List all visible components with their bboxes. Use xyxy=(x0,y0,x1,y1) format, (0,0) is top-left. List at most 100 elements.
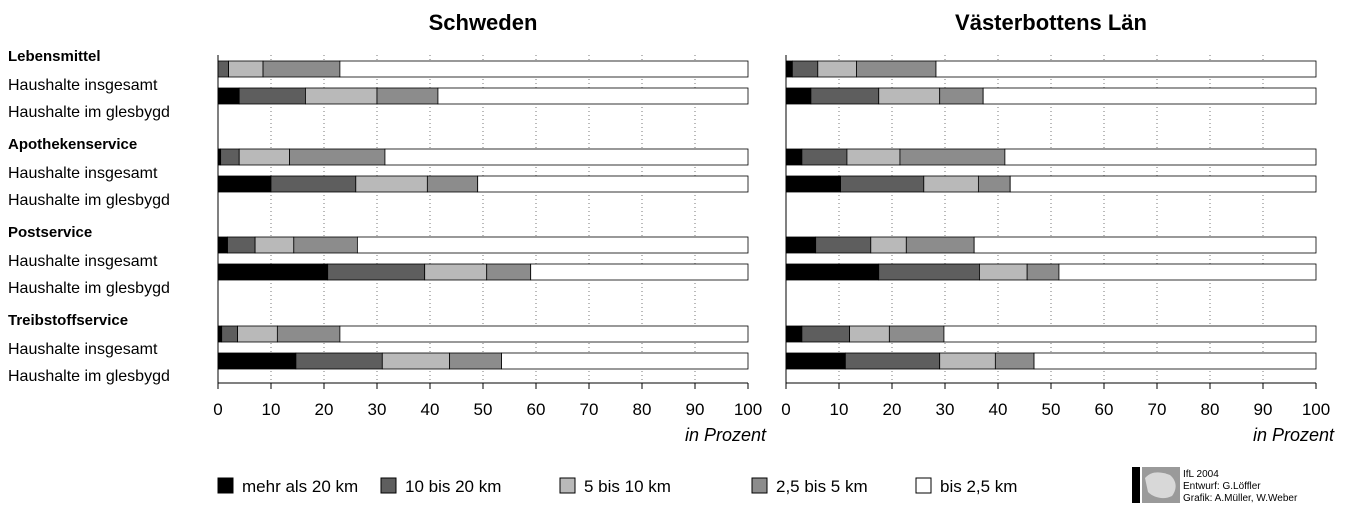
bar-segment xyxy=(785,175,841,193)
bar-segment xyxy=(449,352,502,370)
bar-segment xyxy=(221,325,239,343)
bar-segment xyxy=(878,263,980,281)
legend-label: 10 bis 20 km xyxy=(405,477,501,496)
legend-label: 5 bis 10 km xyxy=(584,477,671,496)
bar-segment xyxy=(979,263,1028,281)
row-label: Haushalte insgesamt xyxy=(8,341,158,358)
legend-label: mehr als 20 km xyxy=(242,477,358,496)
bar-segment xyxy=(943,325,1317,343)
x-tick-label: 0 xyxy=(781,400,790,419)
bar-segment xyxy=(293,236,358,254)
bar-segment xyxy=(217,263,329,281)
x-tick-label: 30 xyxy=(368,400,387,419)
bar-segment xyxy=(238,148,290,166)
row-label: Haushalte insgesamt xyxy=(8,77,158,94)
logo-bar xyxy=(1132,467,1140,503)
ifl-logo-icon xyxy=(1132,467,1180,503)
bar-segment xyxy=(530,263,749,281)
legend-swatch xyxy=(751,477,768,494)
x-tick-label: 90 xyxy=(1254,400,1273,419)
x-tick-label: 70 xyxy=(1148,400,1167,419)
bar-segment xyxy=(339,325,749,343)
x-axis-label: in Prozent xyxy=(685,425,767,445)
x-tick-label: 60 xyxy=(527,400,546,419)
x-tick-label: 60 xyxy=(1095,400,1114,419)
x-tick-label: 40 xyxy=(989,400,1008,419)
x-tick-label: 40 xyxy=(421,400,440,419)
x-tick-label: 80 xyxy=(633,400,652,419)
bar-segment xyxy=(994,352,1035,370)
bar-segment xyxy=(982,87,1317,105)
bar-segment xyxy=(846,148,901,166)
bar-segment xyxy=(810,87,880,105)
bar-segment xyxy=(785,148,803,166)
bar-segment xyxy=(923,175,979,193)
bar-segment xyxy=(801,148,848,166)
bar-segment xyxy=(899,148,1006,166)
bar-segment xyxy=(939,352,996,370)
bar-segment xyxy=(801,325,851,343)
bar-segment xyxy=(935,60,1317,78)
bar-segment xyxy=(426,175,479,193)
x-tick-label: 100 xyxy=(1302,400,1330,419)
bar-segment xyxy=(785,352,846,370)
bar-segment xyxy=(791,60,819,78)
bar-segment xyxy=(217,60,229,78)
bar-segment xyxy=(844,352,941,370)
bar-segment xyxy=(1033,352,1317,370)
panel-title: Västerbottens Län xyxy=(955,10,1147,35)
bar-segment xyxy=(238,87,306,105)
bar-segment xyxy=(501,352,749,370)
bar-segment xyxy=(339,60,749,78)
bar-segment xyxy=(254,236,295,254)
x-tick-label: 30 xyxy=(936,400,955,419)
bar-segment xyxy=(217,352,297,370)
row-label: Haushalte insgesamt xyxy=(8,165,158,182)
x-tick-label: 10 xyxy=(262,400,281,419)
bar-segment xyxy=(217,325,223,343)
bar-segment xyxy=(849,325,890,343)
group-label: Postservice xyxy=(8,224,92,241)
bar-segment xyxy=(878,87,941,105)
bar-segment xyxy=(856,60,937,78)
bar-segment xyxy=(217,175,272,193)
bar-segment xyxy=(1058,263,1317,281)
bar-segment xyxy=(840,175,925,193)
legend-swatch xyxy=(915,477,932,494)
credit-line: Grafik: A.Müller, W.Weber xyxy=(1183,493,1298,504)
bar-segment xyxy=(227,236,256,254)
bar-segment xyxy=(289,148,386,166)
bar-segment xyxy=(1009,175,1317,193)
bar-segment xyxy=(817,60,857,78)
x-tick-label: 90 xyxy=(686,400,705,419)
bar-segment xyxy=(1004,148,1317,166)
bar-segment xyxy=(356,236,749,254)
legend-label: 2,5 bis 5 km xyxy=(776,477,868,496)
legend-swatch xyxy=(217,477,234,494)
bar-segment xyxy=(327,263,426,281)
row-label: Haushalte im glesbygd xyxy=(8,280,170,297)
credit-line: Entwurf: G.Löffler xyxy=(1183,481,1261,492)
legend-label: bis 2,5 km xyxy=(940,477,1017,496)
bar-segment xyxy=(217,87,240,105)
bar-segment xyxy=(973,236,1317,254)
bar-segment xyxy=(262,60,341,78)
bar-segment xyxy=(486,263,532,281)
x-tick-label: 50 xyxy=(474,400,493,419)
x-tick-label: 0 xyxy=(213,400,222,419)
bar-segment xyxy=(785,236,817,254)
row-label: Haushalte im glesbygd xyxy=(8,192,170,209)
row-label: Haushalte insgesamt xyxy=(8,253,158,270)
x-tick-label: 50 xyxy=(1042,400,1061,419)
x-tick-label: 10 xyxy=(830,400,849,419)
bar-segment xyxy=(815,236,872,254)
bar-segment xyxy=(355,175,428,193)
bar-segment xyxy=(381,352,451,370)
group-label: Apothekenservice xyxy=(8,136,137,153)
x-tick-label: 80 xyxy=(1201,400,1220,419)
bar-segment xyxy=(437,87,749,105)
bar-segment xyxy=(384,148,749,166)
bar-segment xyxy=(785,325,803,343)
bar-segment xyxy=(228,60,264,78)
x-tick-label: 100 xyxy=(734,400,762,419)
